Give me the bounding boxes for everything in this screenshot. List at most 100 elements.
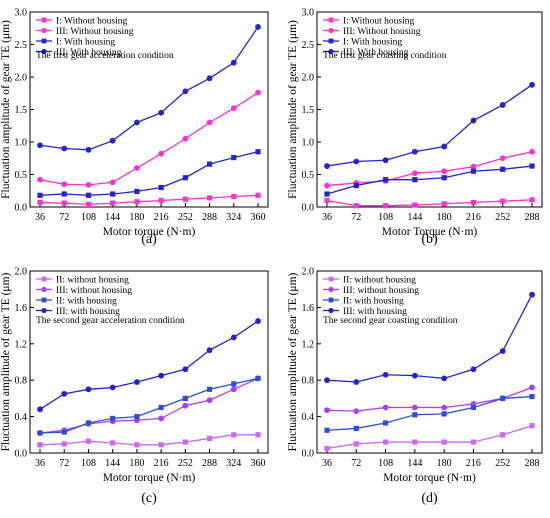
data-point [109, 384, 116, 391]
x-tick-label: 72 [59, 458, 69, 469]
data-point [182, 88, 189, 95]
data-point [382, 203, 389, 209]
x-tick-label: 180 [129, 458, 144, 469]
series-line [39, 377, 259, 434]
data-point [61, 441, 67, 447]
data-point [382, 439, 389, 445]
y-tick-label: 2.0 [15, 267, 28, 278]
legend-marker [41, 297, 47, 303]
data-point [382, 420, 389, 426]
data-point [182, 439, 188, 445]
data-point [61, 145, 68, 152]
data-point [37, 442, 43, 448]
y-tick-label: 2.0 [15, 73, 28, 84]
data-point [133, 165, 140, 171]
data-point [85, 201, 92, 207]
y-tick-label: 1.6 [302, 303, 315, 314]
legend-marker [41, 48, 47, 55]
series-line [326, 165, 533, 195]
data-point [134, 414, 140, 420]
data-point [61, 200, 67, 206]
data-point [470, 117, 477, 124]
y-tick-label: 0.0 [15, 449, 28, 460]
series-4 [37, 318, 261, 413]
data-point [411, 404, 418, 411]
series-line [39, 26, 259, 151]
y-tick-label: 2.5 [302, 40, 315, 51]
data-point [37, 142, 43, 149]
legend-label: I: With housing [56, 37, 115, 47]
y-axis-label: Fluctuation amplitude of gear TE (μm) [0, 20, 12, 199]
data-point [500, 432, 506, 438]
legend-label: II: with housing [56, 296, 117, 306]
x-tick-label: 36 [35, 212, 45, 223]
data-point [37, 176, 43, 183]
data-point [382, 157, 389, 164]
data-point [158, 442, 164, 448]
data-point [529, 163, 535, 169]
chart-panel-2: 0.0 0.5 1.0 1.5 2.0 2.5 3.0 36 72 108 144 180 216 252… [287, 8, 543, 247]
data-point [529, 384, 535, 391]
data-point [500, 166, 506, 172]
x-tick-label: 108 [378, 458, 393, 469]
data-point [182, 402, 189, 409]
y-tick-label: 1.0 [15, 138, 28, 149]
data-point [231, 432, 237, 438]
data-point [441, 404, 448, 411]
series-4 [324, 81, 535, 169]
series-line [39, 92, 259, 186]
data-point [110, 200, 116, 206]
y-tick-label: 3.0 [15, 8, 28, 19]
x-tick-label: 288 [525, 212, 540, 223]
x-tick-label: 108 [81, 212, 96, 223]
data-point [133, 379, 140, 385]
data-point [255, 318, 261, 324]
legend-marker [328, 27, 334, 34]
y-tick-label: 1.2 [302, 339, 315, 350]
data-point [37, 192, 43, 198]
data-point [441, 175, 447, 181]
y-tick-label: 0.8 [15, 376, 28, 387]
chart-panel-1: 0.0 0.5 1.0 1.5 2.0 2.5 3.0 36 72 108 144 180 216 252… [0, 8, 269, 247]
y-tick-label: 0.8 [302, 376, 315, 387]
data-point [353, 441, 359, 447]
data-point [382, 177, 389, 183]
data-point [529, 148, 535, 155]
x-axis-label: Motor Torque (N·m) [382, 226, 478, 238]
data-point [85, 420, 92, 426]
x-axis-label: Motor torque (N·m) [103, 472, 196, 484]
series-2 [37, 89, 261, 188]
data-point [353, 379, 360, 385]
series-line [326, 425, 533, 450]
x-axis-label: Motor torque (N·m) [383, 472, 476, 484]
data-point [411, 372, 418, 379]
data-point [230, 386, 237, 393]
y-tick-label: 0.4 [302, 412, 315, 423]
x-tick-label: 180 [437, 458, 452, 469]
data-point [85, 386, 92, 393]
data-point [441, 143, 448, 150]
data-point [353, 425, 359, 432]
chart-panel-3: 0.0 0.4 0.8 1.2 1.6 2.0 36 72 108 144 180 216 252 288… [0, 267, 269, 506]
series-1 [37, 192, 261, 207]
y-tick-label: 0.0 [302, 203, 315, 214]
legend-label: II: without housing [343, 275, 416, 285]
y-tick-label: 1.5 [302, 105, 315, 116]
y-tick-label: 2.0 [302, 267, 315, 278]
data-point [109, 137, 116, 144]
data-point [158, 415, 165, 422]
data-point [470, 168, 477, 174]
data-point [158, 150, 165, 157]
data-point [85, 182, 92, 188]
data-point [230, 334, 237, 341]
data-point [85, 146, 92, 153]
series-1 [37, 432, 261, 448]
legend-marker [328, 17, 334, 23]
data-point [230, 59, 237, 66]
y-tick-label: 1.0 [302, 138, 315, 149]
plot-frame [29, 270, 269, 454]
series-1 [324, 197, 535, 209]
data-point [324, 191, 330, 197]
